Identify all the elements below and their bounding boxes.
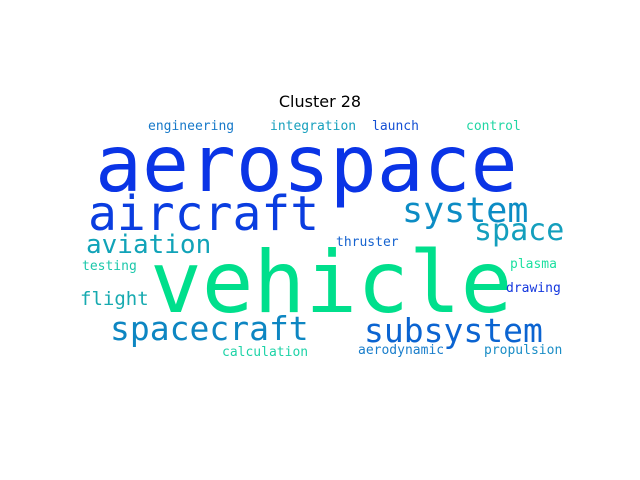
word-vehicle: vehicle <box>150 233 513 333</box>
word-flight: flight <box>80 288 149 310</box>
word-subsystem: subsystem <box>364 311 543 350</box>
word-system: system <box>402 191 529 231</box>
word-aircraft: aircraft <box>88 186 320 242</box>
word-thruster: thruster <box>336 235 399 250</box>
word-testing: testing <box>82 259 137 274</box>
word-engineering: engineering <box>148 119 235 134</box>
word-aerospace: aerospace <box>95 120 518 210</box>
word-control: control <box>466 119 521 134</box>
word-aerodynamic: aerodynamic <box>358 343 445 358</box>
word-propulsion: propulsion <box>484 343 563 358</box>
word-aviation: aviation <box>86 230 212 260</box>
word-plasma: plasma <box>510 257 557 272</box>
word-launch: launch <box>372 119 419 134</box>
word-integration: integration <box>270 119 357 134</box>
word-space: space <box>474 213 565 248</box>
word-drawing: drawing <box>506 281 561 296</box>
word-cloud: aerospace vehicle aircraft system space … <box>80 118 576 366</box>
word-spacecraft: spacecraft <box>110 309 309 348</box>
word-calculation: calculation <box>222 345 309 360</box>
chart-title: Cluster 28 <box>278 92 362 111</box>
